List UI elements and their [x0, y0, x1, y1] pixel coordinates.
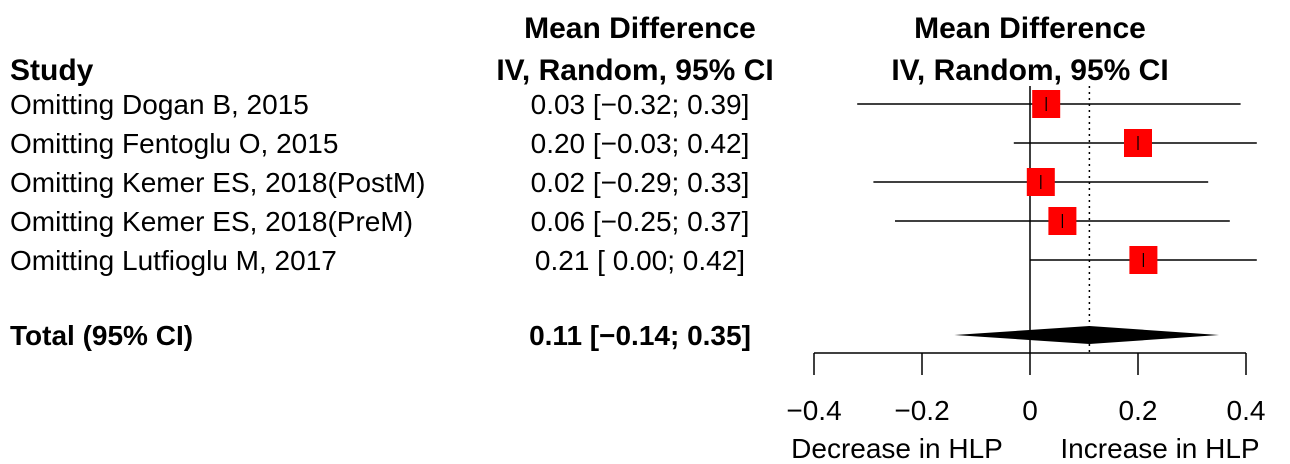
x-tick-label: 0.2 — [1119, 395, 1158, 426]
total-label: Total (95% CI) — [10, 320, 193, 351]
plot-header-line2: IV, Random, 95% CI — [891, 54, 1168, 87]
study-label: Omitting Kemer ES, 2018(PreM) — [10, 206, 413, 237]
study-effect-text: 0.06 [−0.25; 0.37] — [531, 206, 750, 237]
study-effect-text: 0.02 [−0.29; 0.33] — [531, 167, 750, 198]
x-tick-label: −0.4 — [786, 395, 841, 426]
effect-column-header-line1: Mean Difference — [524, 12, 756, 45]
study-rows: Omitting Dogan B, 2015 0.03 [−0.32; 0.39]… — [10, 89, 751, 351]
plot-header-line1: Mean Difference — [914, 12, 1146, 45]
study-effect-text: 0.21 [ 0.00; 0.42] — [535, 245, 745, 276]
study-effect-text: 0.03 [−0.32; 0.39] — [531, 89, 750, 120]
x-label-decrease: Decrease in HLP — [791, 433, 1003, 464]
study-column-header: Study — [10, 54, 94, 87]
study-label: Omitting Lutfioglu M, 2017 — [10, 245, 337, 276]
pooled-diamond — [954, 326, 1219, 344]
study-label: Omitting Kemer ES, 2018(PostM) — [10, 167, 425, 198]
plot-area: −0.4 −0.2 0 0.2 0.4 Decrease in HLP Increase i… — [786, 86, 1265, 464]
total-effect-text: 0.11 [−0.14; 0.35] — [529, 320, 751, 351]
x-label-increase: Increase in HLP — [1060, 433, 1259, 464]
x-tick-label: −0.2 — [894, 395, 949, 426]
x-tick-label: 0 — [1022, 395, 1038, 426]
effect-column-header-line2: IV, Random, 95% CI — [496, 54, 773, 87]
x-tick-label: 0.4 — [1227, 395, 1266, 426]
study-effect-text: 0.20 [−0.03; 0.42] — [531, 128, 750, 159]
study-label: Omitting Dogan B, 2015 — [10, 89, 309, 120]
study-label: Omitting Fentoglu O, 2015 — [10, 128, 338, 159]
